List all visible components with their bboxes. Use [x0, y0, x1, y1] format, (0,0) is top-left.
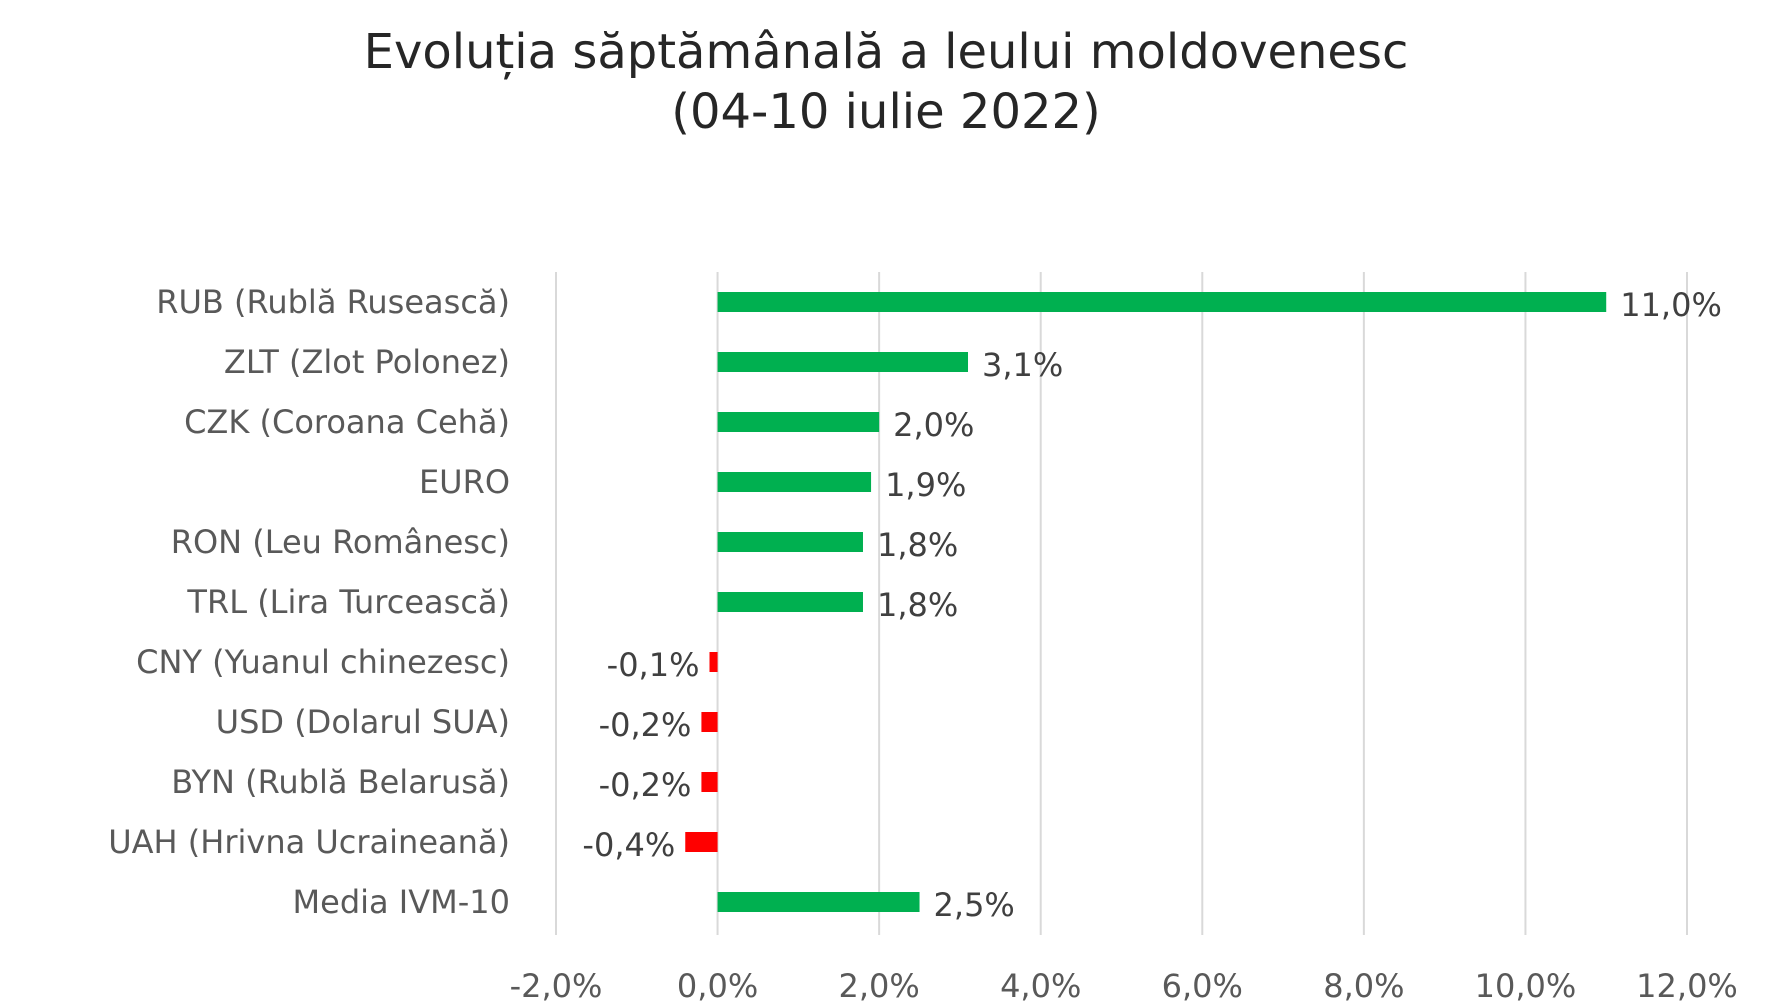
category-label: Media IVM-10: [293, 883, 510, 921]
data-label: 11,0%: [1620, 286, 1722, 324]
data-label: 2,5%: [934, 886, 1015, 924]
data-label: -0,2%: [599, 706, 692, 744]
category-label: BYN (Rublă Belarusă): [171, 763, 510, 801]
bar: [717, 292, 1607, 312]
labels: -2,0% 0,0% 2,0% 4,0% 6,0% 8,0% 10,0% 12,0% RUB (…: [108, 283, 1738, 1005]
bar: [717, 592, 863, 612]
bar: [717, 412, 880, 432]
category-label: ZLT (Zlot Polonez): [224, 343, 510, 381]
category-label: UAH (Hrivna Ucraineană): [108, 823, 510, 861]
category-label: USD (Dolarul SUA): [216, 703, 510, 741]
data-label: 1,8%: [877, 586, 958, 624]
category-label: EURO: [419, 463, 510, 501]
data-label: 1,8%: [877, 526, 958, 564]
bar: [717, 472, 872, 492]
bars: [685, 292, 1607, 912]
data-label: -0,4%: [582, 826, 675, 864]
category-label: RON (Leu Românesc): [171, 523, 510, 561]
chart-title-line-1: Evoluția săptămânală a leului moldovenes…: [364, 24, 1409, 80]
x-tick-label: 4,0%: [1000, 967, 1081, 1005]
bar: [701, 772, 718, 792]
bar: [717, 892, 920, 912]
bar: [701, 712, 718, 732]
data-label: -0,2%: [599, 766, 692, 804]
bar: [685, 832, 718, 852]
x-tick-label: 2,0%: [838, 967, 919, 1005]
category-label: RUB (Rublă Rusească): [156, 283, 510, 321]
x-tick-label: -2,0%: [510, 967, 603, 1005]
gridlines: [555, 272, 1688, 935]
data-label: -0,1%: [607, 646, 700, 684]
chart-title-line-2: (04-10 iulie 2022): [671, 84, 1101, 140]
x-tick-label: 0,0%: [677, 967, 758, 1005]
data-label: 1,9%: [885, 466, 966, 504]
x-tick-label: 10,0%: [1475, 967, 1577, 1005]
category-label: CZK (Coroana Cehă): [184, 403, 510, 441]
x-tick-label: 12,0%: [1636, 967, 1738, 1005]
bar: [717, 532, 863, 552]
data-label: 3,1%: [982, 346, 1063, 384]
category-label: CNY (Yuanul chinezesc): [136, 643, 510, 681]
category-label: TRL (Lira Turcească): [186, 583, 510, 621]
bar: [717, 352, 969, 372]
bar: [709, 652, 718, 672]
x-tick-label: 8,0%: [1323, 967, 1404, 1005]
x-tick-label: 6,0%: [1162, 967, 1243, 1005]
data-label: 2,0%: [893, 406, 974, 444]
